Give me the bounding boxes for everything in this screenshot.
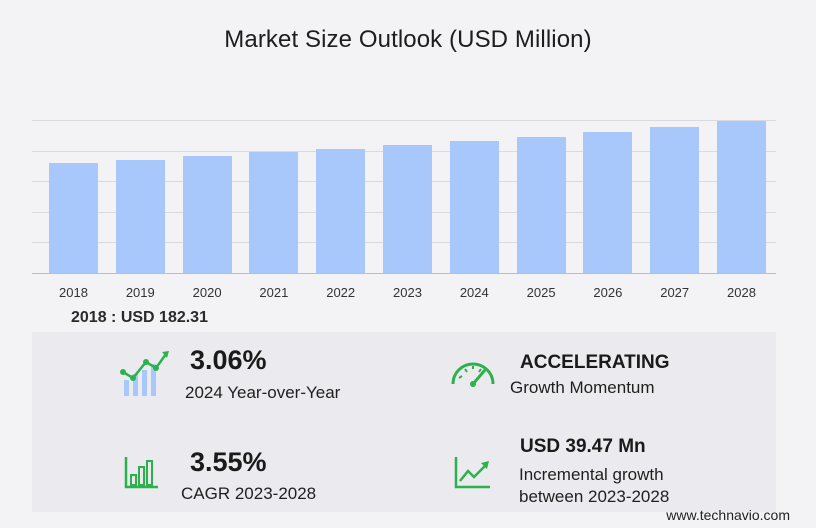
bar-2023 — [383, 144, 432, 273]
gridline — [32, 120, 776, 121]
x-tick-label: 2019 — [125, 285, 155, 300]
bar-2027 — [650, 126, 700, 273]
bar-2019 — [115, 159, 165, 273]
bar-2025 — [516, 136, 566, 273]
incremental-value: USD 39.47 Mn — [520, 436, 646, 457]
yoy-value: 3.06% — [190, 345, 267, 375]
bar-2024 — [449, 140, 499, 273]
cagr-label: CAGR 2023-2028 — [181, 484, 317, 503]
x-tick-label: 2028 — [727, 285, 756, 300]
bar-2020 — [182, 156, 232, 273]
bar-chart: 2018 2019 2020 2021 2022 2023 2024 2025 2026 2027… — [32, 120, 776, 300]
bar-2018 — [49, 162, 98, 273]
x-tick-label: 2026 — [593, 285, 623, 300]
bar-chart-icon — [124, 455, 160, 489]
momentum-label: Growth Momentum — [510, 378, 655, 397]
speedometer-icon — [449, 354, 497, 388]
growth-chart-icon — [118, 350, 170, 398]
x-tick-label: 2020 — [192, 285, 222, 300]
bar-2028 — [717, 121, 766, 273]
yoy-label: 2024 Year-over-Year — [185, 383, 341, 402]
x-tick-label: 2027 — [660, 285, 690, 300]
bar-2026 — [583, 131, 633, 273]
bar-2022 — [316, 148, 366, 273]
incremental-label-line1: Incremental growth — [519, 465, 664, 484]
x-tick-label: 2023 — [393, 285, 422, 300]
incremental-label-line2: between 2023-2028 — [519, 487, 670, 506]
trend-up-icon — [454, 455, 492, 489]
cagr-value: 3.55% — [190, 447, 267, 477]
x-tick-label: 2018 — [59, 285, 88, 300]
base-year-value: 2018 : USD 182.31 — [71, 309, 208, 326]
source-watermark: www.technavio.com — [666, 507, 790, 523]
x-tick-label: 2021 — [259, 285, 289, 300]
momentum-value: ACCELERATING — [520, 352, 670, 373]
x-axis — [32, 273, 776, 274]
x-tick-label: 2024 — [459, 285, 489, 300]
x-tick-label: 2022 — [326, 285, 356, 300]
chart-title: Market Size Outlook (USD Million) — [224, 26, 592, 53]
bar-2021 — [249, 152, 299, 273]
x-tick-label: 2025 — [526, 285, 556, 300]
stats-panel — [32, 332, 776, 512]
